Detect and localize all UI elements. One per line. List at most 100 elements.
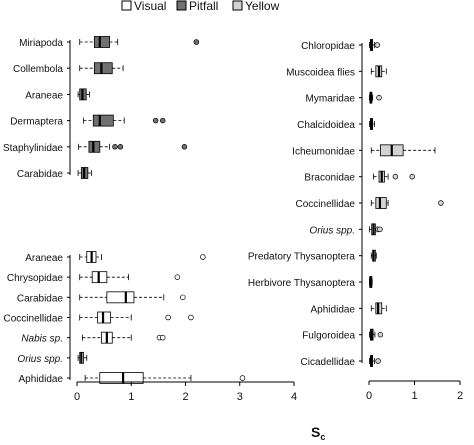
box-body (93, 62, 113, 75)
box-group: Miriapoda (19, 36, 200, 49)
category-label: Mymaridae (306, 94, 356, 105)
panels: Miriapoda Collembola Araneae Dermaptera Stap… (3, 36, 463, 403)
category-label: Muscoidea flies (286, 67, 355, 78)
box-group: Mymaridae (306, 91, 382, 105)
box-group: Orius spp. (17, 351, 88, 365)
outlier-point (376, 94, 382, 101)
x-axis-label: Sc (311, 424, 325, 440)
box-group: Staphylinidae (3, 140, 188, 154)
outlier-point (181, 144, 188, 150)
legend-label-pitfall: Pitfall (189, 0, 218, 13)
outlier-point (200, 254, 206, 260)
outlier-point (174, 274, 181, 280)
legend-swatch-yellow (232, 0, 243, 11)
outlier-point (117, 144, 124, 150)
box-group: Nabis sp. (21, 331, 166, 345)
box-group: Braconidae (304, 170, 415, 184)
legend-swatch-visual (121, 0, 132, 11)
category-label: Carabidae (17, 293, 64, 304)
box-group: Carabidae (17, 167, 93, 180)
legend-label-yellow: Yellow (245, 0, 280, 13)
legend-label-visual: Visual (134, 0, 166, 13)
category-label: Predatory Thysanoptera (248, 252, 356, 263)
category-label: Fulgoroidea (302, 331, 355, 342)
outlier-point (112, 144, 118, 150)
panel-bottom-left: Araneae Chrysopidae Carabidae Coccinellidae… (4, 251, 297, 403)
category-label: Araneae (25, 90, 63, 101)
legend: Visual Pitfall Yellow (121, 0, 280, 13)
x-tick-label: 0 (74, 391, 80, 403)
outlier-point (377, 226, 383, 233)
x-axis-label-sub: c (320, 432, 325, 440)
x-tick-label: 1 (411, 390, 417, 402)
outlier-point (152, 117, 159, 124)
category-label: Coccinellidae (4, 314, 64, 325)
box-group: Collembola (13, 62, 124, 75)
x-tick-label: 2 (182, 391, 188, 403)
outlier-point (375, 358, 381, 364)
box-group: Araneae (25, 251, 206, 264)
box-group: Coccinellidae (4, 311, 194, 325)
box-group: Dermaptera (10, 114, 166, 128)
category-label: Carabidae (17, 169, 64, 180)
x-tick-label: 0 (366, 390, 372, 402)
outlier-point (165, 314, 171, 321)
x-tick-label: 2 (457, 390, 463, 402)
outlier-point (239, 375, 246, 381)
category-label: Orius spp. (309, 225, 355, 236)
x-axis-label-main: S (311, 424, 320, 440)
category-label: Chloropidae (301, 41, 355, 52)
box-body (106, 291, 135, 304)
legend-swatch-pitfall (176, 0, 187, 11)
panel-top-left: Miriapoda Collembola Araneae Dermaptera Stap… (3, 36, 200, 180)
box-group: Orius spp. (309, 223, 383, 236)
box-group: Aphididae (311, 302, 387, 315)
category-label: Aphididae (19, 374, 64, 385)
panel-right: Chloropidae Muscoidea flies Mymaridae Chalc… (248, 39, 463, 402)
category-label: Coccinellidae (296, 199, 356, 210)
box-group: Carabidae (17, 291, 186, 304)
box-group: Muscoidea flies (286, 65, 387, 78)
box-body (93, 36, 110, 48)
box-group: Coccinellidae (296, 197, 444, 210)
box-group: Chloropidae (301, 39, 380, 52)
x-tick-label: 3 (237, 391, 243, 403)
box-body (375, 197, 387, 209)
outlier-point (180, 294, 186, 301)
outlier-point (377, 331, 384, 338)
category-label: Herbivore Thysanoptera (248, 278, 356, 289)
category-label: Miriapoda (19, 38, 63, 49)
outlier-point (188, 314, 194, 321)
category-label: Aphididae (311, 304, 356, 315)
box-group: Predatory Thysanoptera (248, 249, 377, 263)
category-label: Nabis sp. (21, 334, 63, 345)
outlier-point (409, 173, 415, 180)
category-label: Collembola (13, 64, 63, 75)
category-label: Chrysopidae (7, 273, 64, 284)
box-body (99, 372, 144, 384)
outlier-point (374, 42, 380, 48)
category-label: Dermaptera (10, 117, 63, 128)
outlier-point (159, 117, 166, 124)
category-label: Chalcidoidea (297, 120, 355, 131)
outlier-point (438, 200, 444, 206)
x-tick-label: 4 (291, 391, 297, 403)
outlier-point (159, 334, 166, 341)
box-body (92, 114, 114, 127)
x-tick-label: 1 (128, 391, 134, 403)
outlier-point (193, 39, 200, 45)
box-group: Herbivore Thysanoptera (248, 276, 373, 289)
box-group: Cicadellidae (301, 355, 381, 368)
category-label: Araneae (25, 253, 63, 264)
box-group: Fulgoroidea (302, 328, 384, 342)
category-label: Orius spp. (17, 354, 63, 365)
box-group: Chalcidoidea (297, 118, 375, 131)
category-label: Staphylinidae (3, 143, 63, 154)
box-group: Aphididae (19, 372, 246, 385)
category-label: Braconidae (304, 173, 355, 184)
outlier-point (392, 173, 399, 180)
box-group: Araneae (25, 88, 90, 101)
category-label: Cicadellidae (301, 357, 356, 368)
